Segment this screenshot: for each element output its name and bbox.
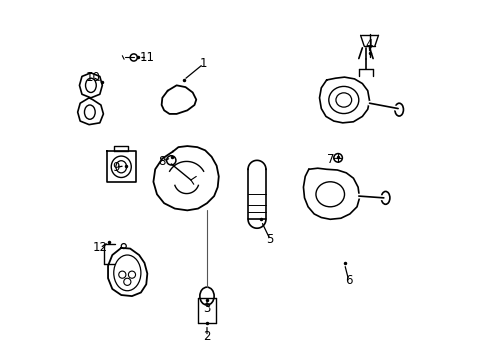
Text: 12: 12 — [92, 241, 107, 255]
Text: 3: 3 — [203, 302, 210, 315]
Text: 10: 10 — [85, 71, 100, 84]
Text: 2: 2 — [203, 330, 210, 343]
Text: 5: 5 — [266, 233, 273, 246]
Text: 6: 6 — [345, 274, 352, 287]
Text: 1: 1 — [199, 57, 207, 71]
Text: 8: 8 — [158, 154, 166, 167]
Text: 9: 9 — [112, 161, 120, 174]
Text: 7: 7 — [326, 153, 334, 166]
Text: 4: 4 — [365, 39, 372, 51]
Text: 11: 11 — [140, 51, 155, 64]
